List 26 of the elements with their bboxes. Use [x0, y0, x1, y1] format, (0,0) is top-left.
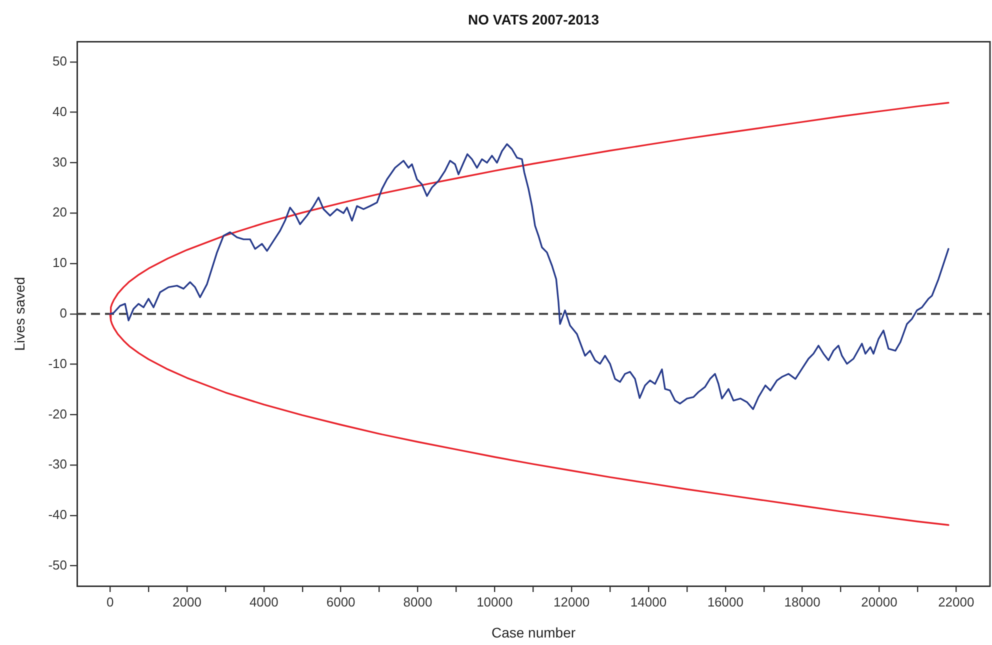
x-tick-label: 20000	[861, 594, 898, 610]
x-tick-label: 2000	[172, 594, 202, 610]
y-tick-label: -30	[48, 456, 67, 472]
y-tick-label: -10	[48, 356, 67, 371]
y-tick-label: 20	[52, 204, 67, 220]
x-tick-label: 10000	[476, 594, 513, 610]
y-tick-label: -20	[48, 406, 67, 422]
x-tick-label: 4000	[249, 594, 278, 610]
y-tick-label: 40	[52, 104, 67, 119]
x-tick-label: 6000	[326, 594, 356, 610]
x-tick-label: 14000	[630, 594, 667, 610]
y-tick-label: 10	[52, 255, 67, 270]
y-axis-title: Lives saved	[11, 276, 28, 351]
y-tick-label: 30	[52, 154, 67, 170]
x-tick-label: 22000	[938, 594, 974, 610]
y-tick-label: -40	[48, 507, 67, 522]
x-tick-label: 12000	[553, 594, 590, 610]
x-tick-label: 0	[106, 594, 114, 610]
x-axis-title: Case number	[491, 624, 576, 640]
y-tick-label: 50	[52, 54, 67, 69]
y-tick-label: -50	[48, 557, 67, 572]
y-tick-label: 0	[60, 305, 67, 320]
x-tick-label: 18000	[784, 594, 820, 610]
x-tick-label: 16000	[707, 594, 744, 610]
x-tick-label: 8000	[403, 594, 432, 610]
chart-title: NO VATS 2007-2013	[468, 11, 600, 28]
